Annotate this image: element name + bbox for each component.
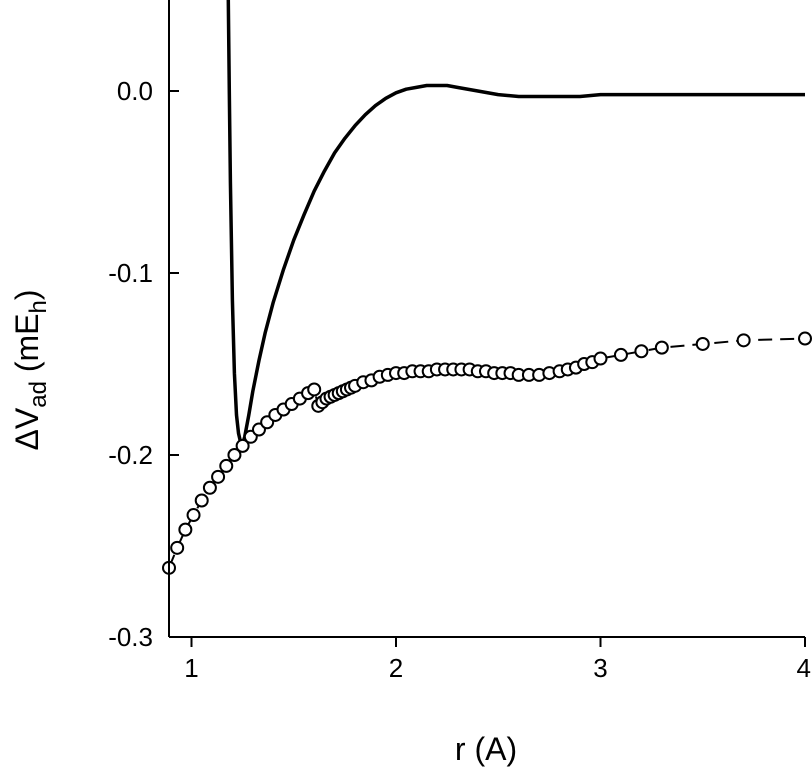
series-2-point	[634, 344, 649, 359]
axes	[168, 0, 805, 638]
series-2-point	[227, 448, 242, 462]
series-2-point	[194, 493, 209, 508]
series-2-point	[736, 333, 751, 348]
series-2-point	[695, 336, 710, 351]
series-2-point	[170, 540, 185, 555]
series-2-point	[219, 458, 234, 473]
series-2-point	[613, 347, 628, 362]
series-2-point	[211, 469, 226, 484]
y-axis-label-sub2: h	[25, 300, 52, 313]
y-axis-label-v: V	[9, 407, 45, 429]
y-axis-label-sub1: ad	[25, 381, 52, 408]
series-2-point	[654, 340, 669, 355]
y-axis-label: ΔVad (mEh)	[9, 290, 52, 451]
y-tick-label: 0.0	[117, 76, 153, 106]
y-tick-label: -0.3	[108, 622, 153, 652]
plot-area	[162, 0, 812, 575]
series-2-point	[178, 522, 193, 537]
series-2-point	[307, 382, 322, 397]
series-group	[162, 0, 812, 575]
y-tick-label: -0.1	[108, 258, 153, 288]
series-2-point	[202, 480, 217, 495]
ticks: 0.0 -0.1 -0.2 -0.3 1 2 3 4	[108, 76, 811, 683]
x-tick-label: 1	[184, 653, 198, 683]
series-2-point	[186, 508, 201, 523]
y-axis-label-unit-prefix: (mE	[9, 314, 45, 382]
series-2-point	[235, 438, 250, 453]
y-axis-label-delta: Δ	[9, 429, 45, 450]
y-tick-label: -0.2	[108, 440, 153, 470]
x-axis-label: r (A)	[455, 731, 517, 767]
series-2-point	[593, 351, 608, 366]
y-axis-label-unit-suffix: )	[9, 290, 45, 301]
x-tick-label: 4	[797, 653, 811, 683]
x-tick-label: 3	[593, 653, 607, 683]
x-tick-label: 2	[389, 653, 403, 683]
series-2-point	[798, 331, 812, 346]
